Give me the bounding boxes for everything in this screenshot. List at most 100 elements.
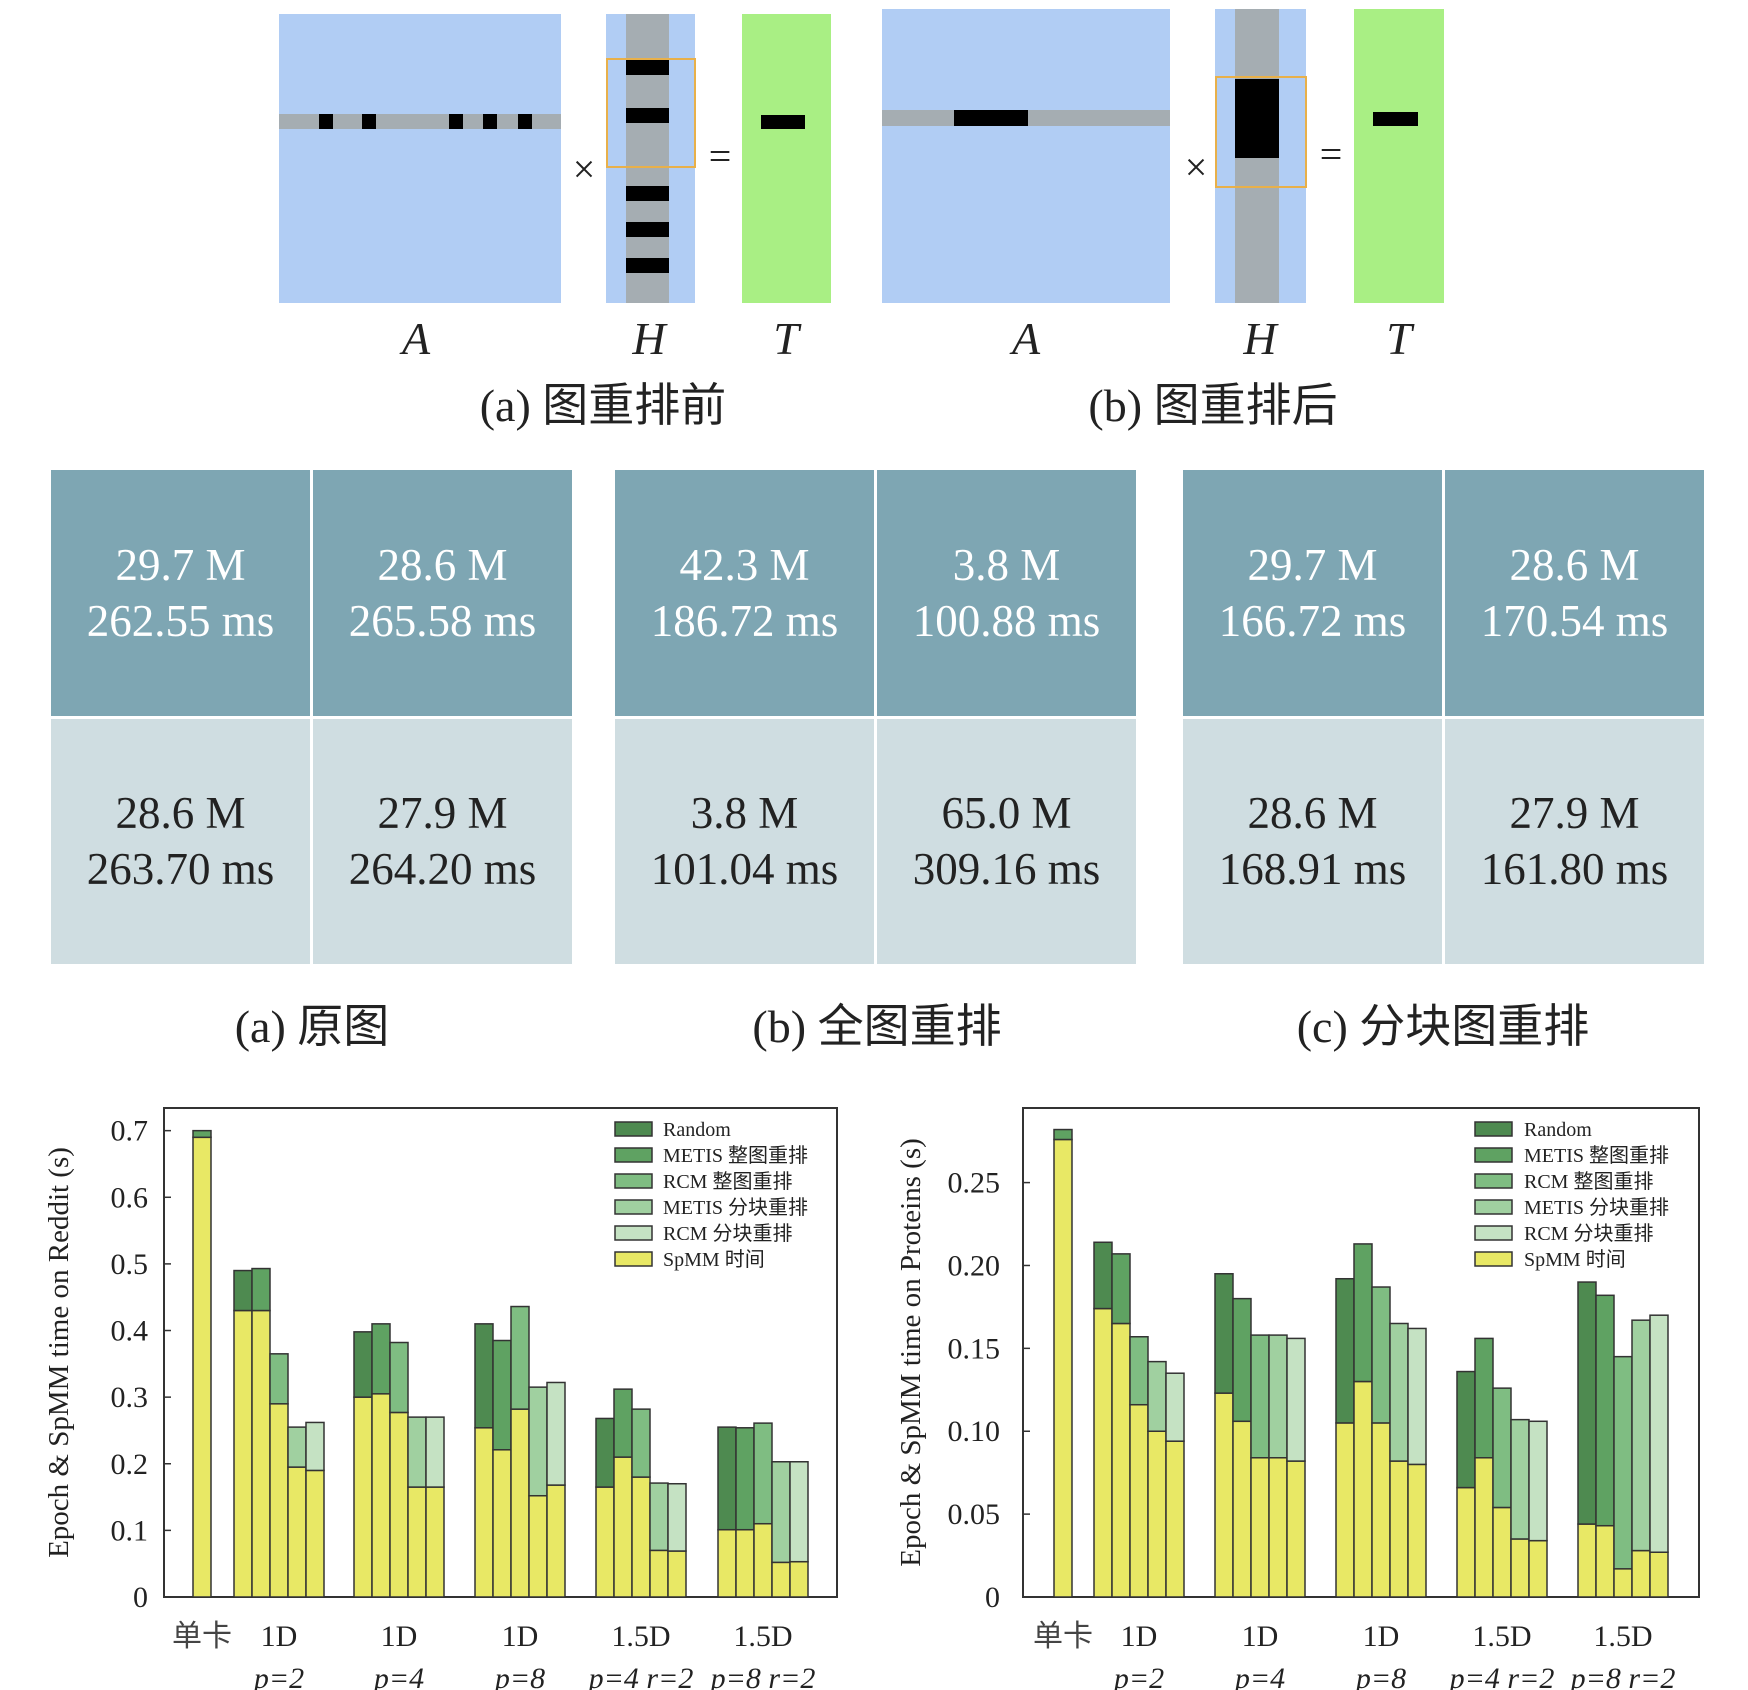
matrix-a: [279, 14, 561, 303]
bar-spmm: [613, 1456, 633, 1598]
times-sign: ×: [1184, 144, 1208, 190]
x-category-label: 1.5D: [1593, 1620, 1652, 1653]
legend-swatch: [1474, 1147, 1513, 1163]
bar-spmm: [389, 1411, 409, 1598]
spmm-time: 262.55 ms: [86, 595, 275, 646]
partition-cell: 28.6 M 265.58 ms: [313, 470, 572, 716]
bar-spmm: [735, 1528, 755, 1598]
bar-overhead: [1407, 1327, 1427, 1466]
x-category-sublabel: p=8: [493, 1662, 545, 1690]
bar-overhead: [1147, 1360, 1167, 1432]
legend-swatch: [614, 1251, 653, 1267]
bar-overhead: [1353, 1243, 1373, 1383]
y-tick-label: 0.4: [111, 1315, 149, 1348]
bar-spmm: [771, 1561, 791, 1598]
bar-spmm: [425, 1486, 445, 1598]
bar-overhead: [389, 1341, 409, 1414]
partition-cell: 28.6 M 263.70 ms: [51, 718, 310, 964]
nonzero: [319, 114, 333, 129]
bar-spmm: [287, 1466, 307, 1598]
bar-overhead: [667, 1482, 687, 1552]
label-h: H: [632, 313, 666, 364]
bar-spmm: [1595, 1524, 1615, 1598]
bar-overhead: [1456, 1370, 1476, 1489]
y-tick-label: 0.3: [111, 1381, 149, 1414]
x-category-sublabel: p=4 r=2: [587, 1662, 694, 1690]
edge-count: 28.6 M: [1509, 539, 1640, 590]
nonzero: [518, 114, 532, 129]
bar-spmm: [595, 1486, 615, 1598]
bar-spmm: [233, 1309, 253, 1598]
spmm-time: 264.20 ms: [348, 844, 537, 895]
bar-overhead: [546, 1381, 566, 1486]
x-category-label: 1D: [1242, 1620, 1279, 1653]
label-a: A: [1011, 313, 1041, 364]
bar-spmm: [1093, 1307, 1113, 1598]
bar-spmm: [1335, 1422, 1355, 1598]
bar-spmm: [1129, 1403, 1149, 1598]
spmm-time: 100.88 ms: [912, 595, 1101, 646]
bar-overhead: [717, 1426, 737, 1531]
bar-overhead: [1250, 1334, 1270, 1459]
label-a: A: [401, 313, 431, 364]
partition-caption: (a) 原图: [234, 1001, 390, 1052]
bar-overhead: [305, 1421, 325, 1472]
x-category-label: 1D: [261, 1620, 298, 1653]
bar-spmm: [1492, 1506, 1512, 1598]
bar-overhead: [1165, 1372, 1185, 1442]
bar-overhead: [753, 1422, 773, 1525]
bar-spmm: [407, 1486, 427, 1598]
x-category-label: 1D: [1363, 1620, 1400, 1653]
bar-overhead: [649, 1482, 669, 1552]
bar-spmm: [667, 1550, 687, 1598]
legend-entry: METIS 分块重排: [1524, 1196, 1669, 1219]
bar-spmm: [1165, 1440, 1185, 1598]
edge-count: 28.6 M: [377, 539, 508, 590]
legend-swatch: [1474, 1173, 1513, 1189]
legend-entry: Random: [663, 1119, 731, 1141]
edge-count: 27.9 M: [1509, 788, 1640, 838]
x-category-label: 1.5D: [733, 1620, 792, 1653]
h-row-block: [626, 108, 669, 123]
bar-spmm: [492, 1449, 512, 1598]
spmm-time: 168.91 ms: [1218, 844, 1407, 895]
bar-overhead: [1371, 1286, 1391, 1424]
legend-entry: RCM 分块重排: [663, 1222, 792, 1245]
x-category-label: 1D: [1121, 1620, 1158, 1653]
y-tick-label: 0.6: [111, 1181, 149, 1214]
equals-sign: =: [708, 133, 732, 179]
legend-entry: METIS 整图重排: [663, 1144, 808, 1167]
bar-overhead: [1492, 1387, 1512, 1509]
bar-spmm: [1456, 1486, 1476, 1598]
edge-count: 29.7 M: [115, 539, 246, 590]
partition-cell: 42.3 M 186.72 ms: [615, 470, 874, 716]
chart-proteins: 0 0.05 0.10 0.15 0.20 0.25 Epoch & SpMM time o…: [895, 1107, 1700, 1690]
x-category-label: 1D: [381, 1620, 418, 1653]
bar-spmm: [353, 1396, 373, 1598]
partition-caption: (c) 分块图重排: [1296, 1001, 1590, 1052]
bar-spmm: [371, 1393, 391, 1598]
equals-sign: =: [1319, 131, 1343, 177]
nonzero: [362, 114, 376, 129]
bar-spmm: [1649, 1551, 1669, 1598]
bar-overhead: [269, 1353, 289, 1405]
partition-cell: 65.0 M 309.16 ms: [877, 718, 1136, 964]
caption-reorder-after: (b) 图重排后: [1088, 380, 1338, 431]
bar-overhead: [251, 1267, 271, 1312]
bar-spmm: [1389, 1460, 1409, 1598]
bar-overhead: [631, 1408, 651, 1478]
bar-overhead: [1528, 1420, 1548, 1542]
spmm-time: 186.72 ms: [650, 595, 839, 646]
bar-spmm: [649, 1549, 669, 1598]
x-category-sublabel: p=4: [372, 1662, 424, 1690]
y-tick-label: 0.7: [111, 1115, 149, 1148]
legend-swatch: [614, 1225, 653, 1241]
x-category-label: 单卡: [1033, 1620, 1093, 1653]
bar-spmm: [305, 1469, 325, 1598]
edge-count: 28.6 M: [1247, 788, 1378, 838]
partition-cell: 28.6 M 168.91 ms: [1183, 718, 1442, 964]
bar-overhead: [492, 1339, 512, 1451]
edge-count: 27.9 M: [377, 788, 508, 838]
bar-spmm: [1286, 1460, 1306, 1598]
